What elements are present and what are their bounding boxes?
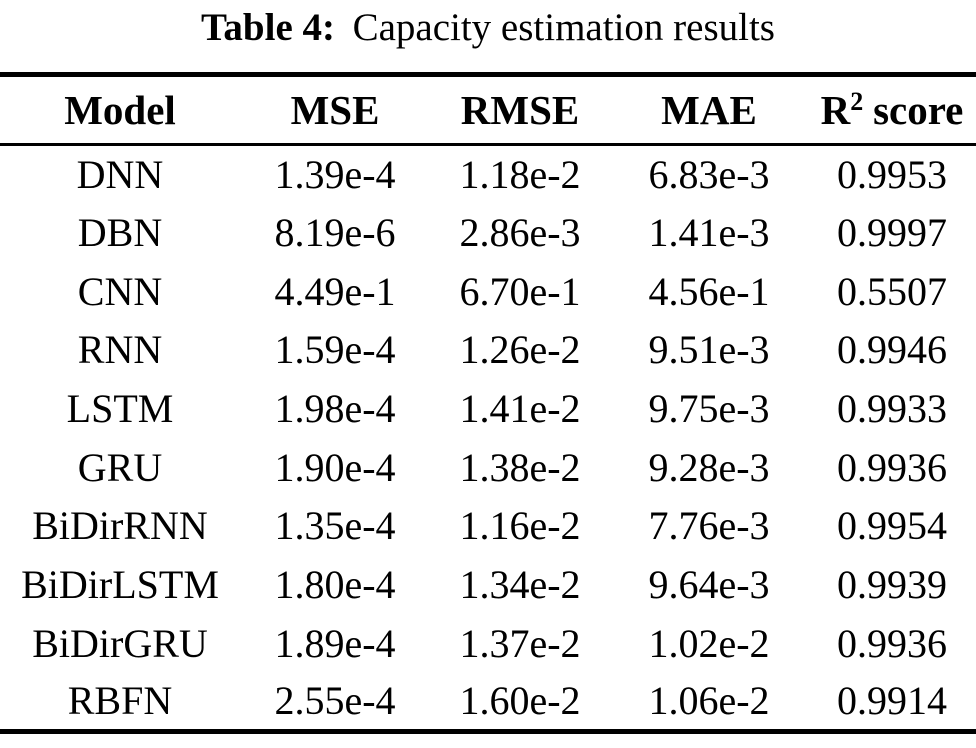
value-cell: 1.39e-4 xyxy=(274,152,396,198)
value-cell: 8.19e-6 xyxy=(274,210,396,256)
model-cell: BiDirGRU xyxy=(32,620,208,666)
table-row: GRU 1.90e-4 1.38e-2 9.28e-3 0.9936 xyxy=(0,438,976,497)
col-header-model: Model xyxy=(64,87,176,133)
model-cell: RBFN xyxy=(67,678,173,724)
model-cell: BiDirLSTM xyxy=(21,562,219,608)
model-cell: RNN xyxy=(77,327,163,373)
value-cell: 2.55e-4 xyxy=(274,678,396,724)
value-cell: 1.59e-4 xyxy=(274,327,396,373)
value-cell: 1.06e-2 xyxy=(648,678,770,724)
value-cell: 6.83e-3 xyxy=(648,152,770,198)
value-cell: 1.41e-2 xyxy=(459,386,581,432)
r2-superscript: 2 xyxy=(850,87,864,116)
col-header-mse: MSE xyxy=(290,87,380,133)
table-row: RNN 1.59e-4 1.26e-2 9.51e-3 0.9946 xyxy=(0,321,976,380)
value-cell: 0.5507 xyxy=(837,268,947,314)
value-cell: 1.35e-4 xyxy=(274,503,396,549)
col-header-rmse: RMSE xyxy=(460,87,580,133)
model-cell: BiDirRNN xyxy=(32,503,208,549)
table-row: RBFN 2.55e-4 1.60e-2 1.06e-2 0.9914 xyxy=(0,673,976,732)
r2-base: R xyxy=(820,87,851,133)
value-cell: 0.9954 xyxy=(837,503,947,549)
table-row: LSTM 1.98e-4 1.41e-2 9.75e-3 0.9933 xyxy=(0,379,976,438)
value-cell: 1.38e-2 xyxy=(459,444,581,490)
model-cell: CNN xyxy=(77,268,163,314)
value-cell: 9.51e-3 xyxy=(648,327,770,373)
value-cell: 0.9936 xyxy=(837,620,947,666)
col-header-r2-score: R2 score xyxy=(808,75,976,145)
table-caption-label: Table 4: xyxy=(201,6,336,49)
value-cell: 0.9936 xyxy=(837,444,947,490)
value-cell: 9.64e-3 xyxy=(648,562,770,608)
value-cell: 1.34e-2 xyxy=(459,562,581,608)
value-cell: 1.02e-2 xyxy=(648,620,770,666)
model-cell: DNN xyxy=(76,152,164,198)
value-cell: 1.98e-4 xyxy=(274,386,396,432)
table-row: CNN 4.49e-1 6.70e-1 4.56e-1 0.5507 xyxy=(0,262,976,321)
col-header-mae: MAE xyxy=(661,87,757,133)
value-cell: 0.9997 xyxy=(837,210,947,256)
model-cell: LSTM xyxy=(66,386,174,432)
value-cell: 9.28e-3 xyxy=(648,444,770,490)
value-cell: 1.16e-2 xyxy=(459,503,581,549)
value-cell: 0.9914 xyxy=(837,678,947,724)
value-cell: 1.90e-4 xyxy=(274,444,396,490)
value-cell: 0.9946 xyxy=(837,327,947,373)
table-row: DNN 1.39e-4 1.18e-2 6.83e-3 0.9953 xyxy=(0,145,976,204)
table-body: DNN 1.39e-4 1.18e-2 6.83e-3 0.9953 DBN 8.19e-6… xyxy=(0,145,976,732)
value-cell: 4.56e-1 xyxy=(648,268,770,314)
value-cell: 6.70e-1 xyxy=(459,268,581,314)
table-row: BiDirLSTM 1.80e-4 1.34e-2 9.64e-3 0.9939 xyxy=(0,555,976,614)
table-row: BiDirRNN 1.35e-4 1.16e-2 7.76e-3 0.9954 xyxy=(0,497,976,556)
value-cell: 1.60e-2 xyxy=(459,678,581,724)
value-cell: 2.86e-3 xyxy=(459,210,581,256)
model-cell: GRU xyxy=(77,444,163,490)
table-row: BiDirGRU 1.89e-4 1.37e-2 1.02e-2 0.9936 xyxy=(0,614,976,673)
results-table: Model MSE RMSE MAE R2 score DNN 1.39e-4 1.1… xyxy=(0,72,976,734)
value-cell: 0.9939 xyxy=(837,562,947,608)
r2-rest: score xyxy=(873,87,964,133)
table-caption-text: Capacity estimation results xyxy=(352,6,775,49)
table-header: Model MSE RMSE MAE R2 score xyxy=(0,75,976,145)
table-header-row: Model MSE RMSE MAE R2 score xyxy=(0,75,976,145)
value-cell: 1.37e-2 xyxy=(459,620,581,666)
table-row: DBN 8.19e-6 2.86e-3 1.41e-3 0.9997 xyxy=(0,203,976,262)
value-cell: 1.41e-3 xyxy=(648,210,770,256)
value-cell: 0.9933 xyxy=(837,386,947,432)
value-cell: 7.76e-3 xyxy=(648,503,770,549)
table-caption: Table 4: Capacity estimation results xyxy=(0,0,976,52)
value-cell: 9.75e-3 xyxy=(648,386,770,432)
value-cell: 1.80e-4 xyxy=(274,562,396,608)
value-cell: 1.89e-4 xyxy=(274,620,396,666)
value-cell: 4.49e-1 xyxy=(274,268,396,314)
value-cell: 1.26e-2 xyxy=(459,327,581,373)
value-cell: 0.9953 xyxy=(837,152,947,198)
value-cell: 1.18e-2 xyxy=(459,152,581,198)
model-cell: DBN xyxy=(77,210,163,256)
